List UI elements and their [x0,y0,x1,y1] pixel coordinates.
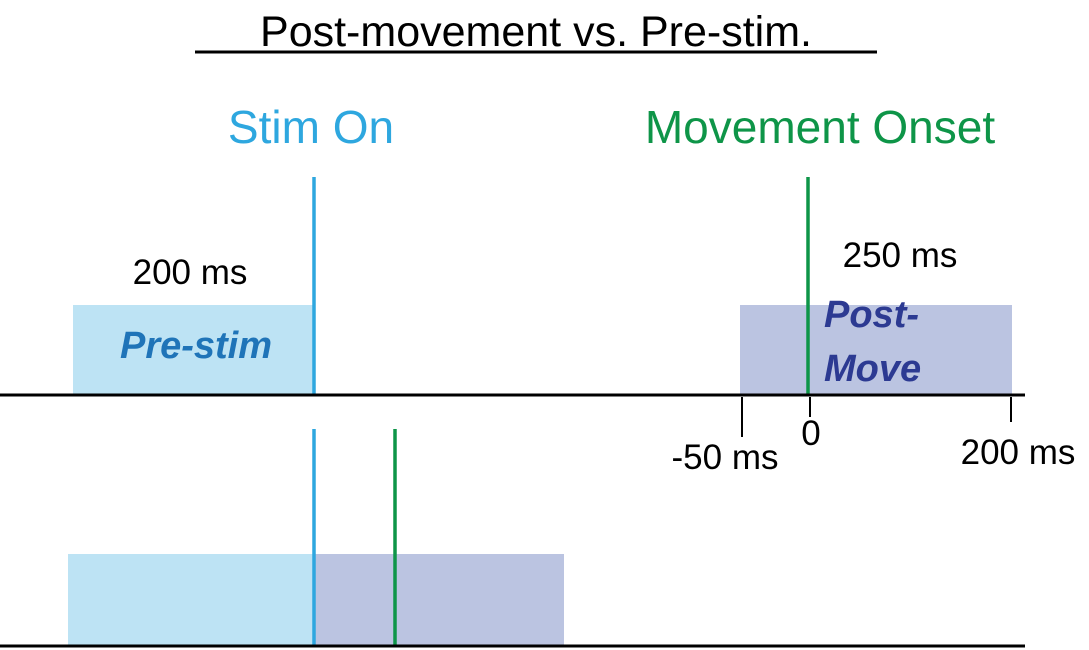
post-move-window-label-line1: Post- [824,294,919,336]
tick-label-minus-50: -50 ms [672,438,779,477]
pre-stim-window [73,305,315,395]
post-move-window-bottom [314,554,564,646]
post-move-duration-label: 250 ms [843,236,958,275]
pre-stim-duration-label: 200 ms [133,253,248,292]
post-move-window [740,305,1012,395]
tick-label-plus-200: 200 ms [961,433,1076,472]
diagram-title: Post-movement vs. Pre-stim. [260,8,812,56]
pre-stim-window-bottom [68,554,314,646]
post-move-window-label-line2: Move [824,348,921,390]
movement-onset-label: Movement Onset [645,101,995,153]
pre-stim-window-label: Pre-stim [120,325,272,367]
stim-on-label: Stim On [228,101,394,153]
tick-label-zero: 0 [801,414,820,453]
